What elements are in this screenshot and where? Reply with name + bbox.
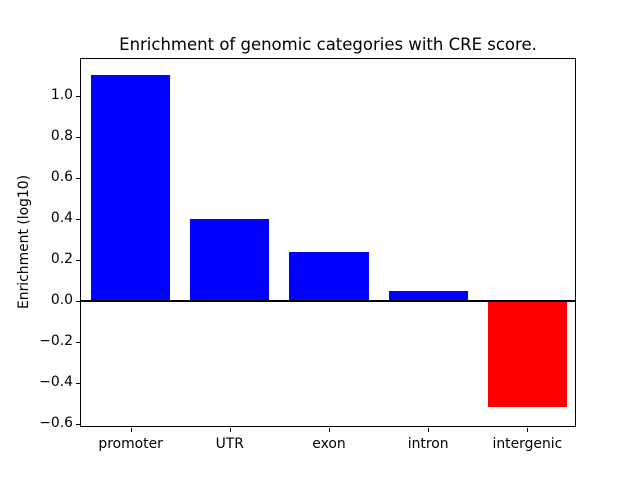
y-tick-mark (76, 341, 80, 343)
y-tick-mark (76, 423, 80, 425)
y-tick-label: 1.0 (50, 87, 73, 104)
x-tick-mark (329, 428, 330, 432)
y-tick-mark (76, 382, 80, 384)
y-tick-mark (76, 136, 80, 138)
y-tick-label: 0.6 (50, 169, 73, 186)
y-tick-label: 0.8 (50, 128, 73, 145)
y-tick-label: −0.2 (39, 333, 73, 350)
x-tick-label-UTR: UTR (215, 436, 244, 452)
x-tick-label-exon: exon (312, 436, 346, 452)
y-tick-label: 0.0 (50, 292, 73, 309)
y-tick-mark (76, 218, 80, 220)
x-tick-label-intron: intron (407, 436, 449, 452)
bar-promoter (90, 75, 171, 301)
bar-exon (289, 251, 369, 301)
y-axis-label-text: Enrichment (log10) (16, 174, 32, 310)
bar-intron (388, 290, 468, 301)
bar-UTR (190, 218, 270, 301)
bar-intergenic (487, 300, 568, 408)
y-tick-mark (76, 95, 80, 97)
x-tick-mark (229, 428, 231, 432)
y-tick-label: −0.4 (39, 374, 73, 391)
y-tick-label: −0.6 (39, 415, 73, 432)
x-tick-mark (130, 428, 132, 432)
x-tick-label-promoter: promoter (98, 436, 163, 452)
y-tick-mark (76, 177, 80, 179)
zero-baseline (81, 299, 575, 302)
chart-title: Enrichment of genomic categories with CR… (119, 35, 537, 54)
y-tick-label: 0.4 (50, 210, 73, 227)
y-tick-label: 0.2 (50, 251, 73, 268)
x-tick-label-intergenic: intergenic (492, 436, 563, 452)
x-tick-mark (527, 428, 529, 432)
y-tick-mark (76, 259, 80, 261)
x-tick-mark (428, 428, 430, 432)
y-tick-mark (76, 300, 80, 302)
plot-area: −0.6 −0.4 −0.2 0.0 0.2 0.4 0.6 0.8 1.0 promoter U… (39, 58, 576, 452)
